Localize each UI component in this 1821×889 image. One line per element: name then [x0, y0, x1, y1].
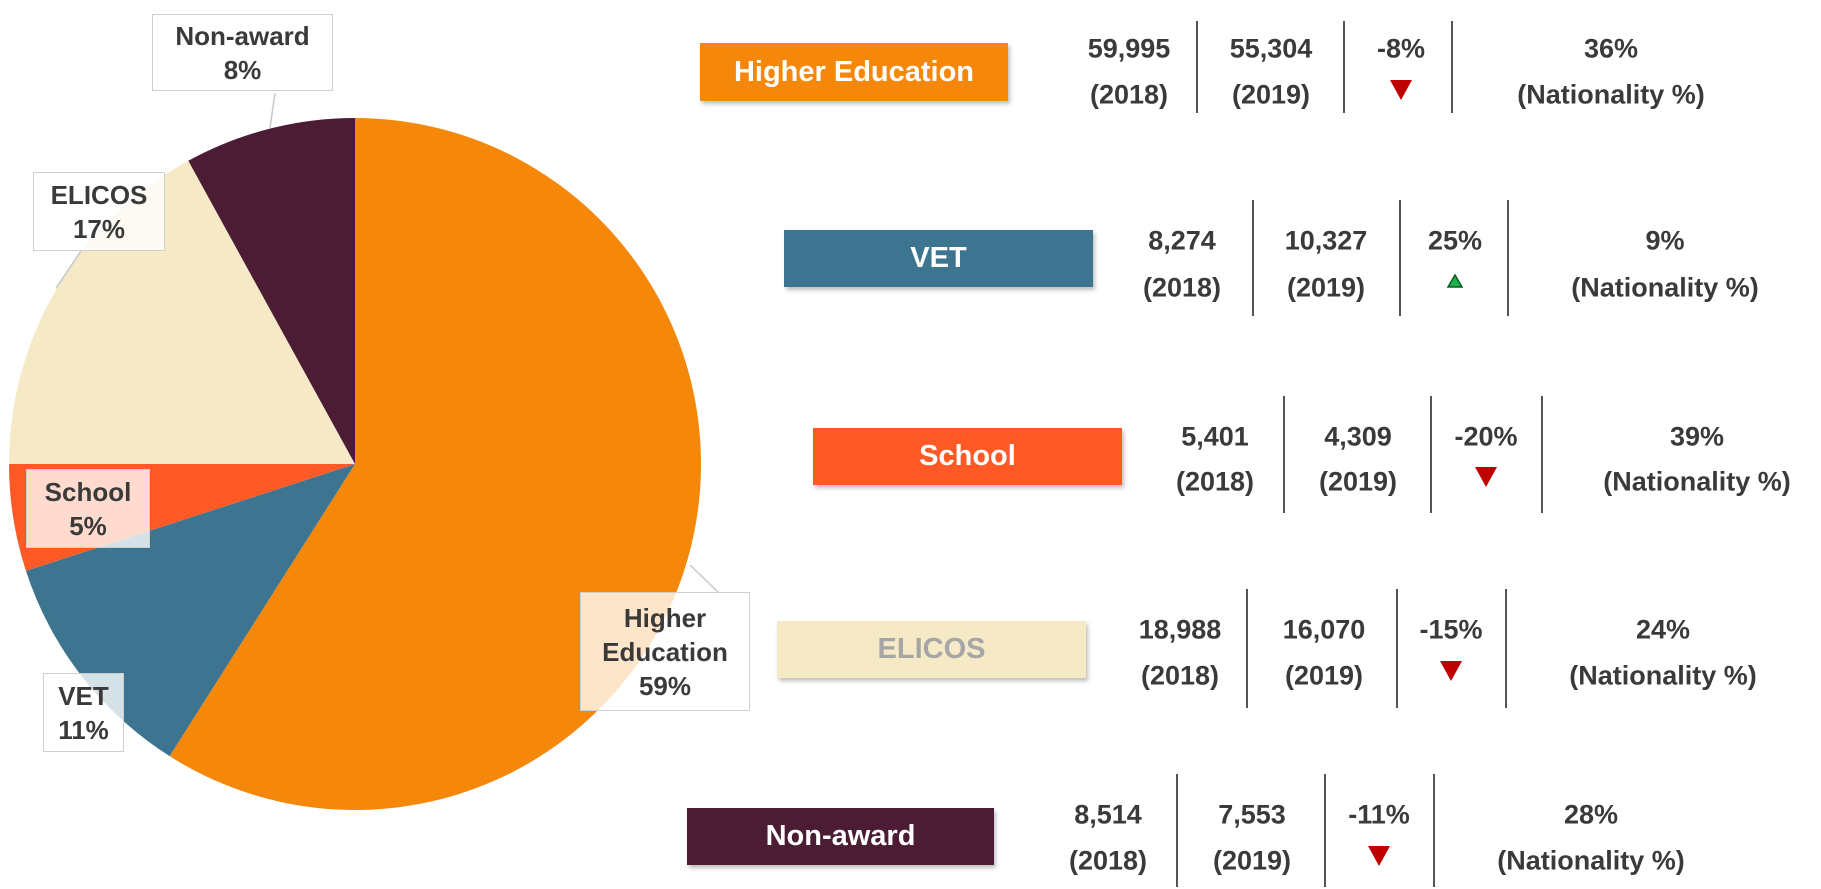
nationality-share: 24% [1635, 614, 1691, 645]
pie-label-category: Non-award [175, 20, 310, 51]
change: -8% [1376, 33, 1425, 64]
leader-line [55, 250, 82, 289]
value-2018: 8,274 [1148, 225, 1216, 256]
pie-label-value: 17% [72, 213, 126, 244]
divider [1505, 589, 1507, 708]
year-label: (2019) [1212, 845, 1292, 876]
divider [1430, 396, 1432, 513]
value-2019: 10,327 [1284, 225, 1368, 256]
wedge [188, 118, 355, 464]
leader-line [269, 92, 276, 129]
pie-label: School 5% [26, 469, 150, 548]
trend-triangle [1446, 273, 1464, 288]
year-label: (2019) [1284, 660, 1364, 691]
year-label: (2018) [1175, 466, 1255, 497]
category-box: School [813, 428, 1122, 485]
nationality-share: 36% [1583, 33, 1639, 64]
change: -11% [1348, 799, 1410, 830]
pie-label-value: 5% [69, 510, 107, 541]
divider [1433, 774, 1435, 887]
value-2019: 55,304 [1229, 33, 1313, 64]
pie-label: ELICOS 17% [33, 172, 165, 251]
pie-label-value: 59% [638, 670, 692, 701]
value-2019: 4,309 [1324, 421, 1392, 452]
nationality-label: (Nationality %) [1497, 845, 1685, 876]
pie-label-value: 11% [58, 714, 109, 745]
value-2019: 7,553 [1218, 799, 1286, 830]
divider [1283, 396, 1285, 513]
year-label: (2019) [1286, 272, 1366, 303]
pie-label-category: Higher Education [602, 602, 728, 667]
wedge [169, 118, 702, 811]
nationality-label: (Nationality %) [1571, 272, 1759, 303]
year-label: (2018) [1068, 845, 1148, 876]
nationality-label: (Nationality %) [1517, 79, 1705, 110]
pie-label: Higher Education 59% [580, 592, 750, 711]
pie-chart [9, 92, 721, 811]
leader-line [689, 564, 721, 595]
pie-label-category: School [44, 476, 132, 507]
year-label: (2018) [1140, 660, 1220, 691]
divider [1176, 774, 1178, 887]
divider [1507, 200, 1509, 316]
divider [1324, 774, 1326, 887]
trend-triangle [1368, 846, 1390, 866]
trend-triangle [1440, 661, 1462, 681]
year-label: (2018) [1089, 79, 1169, 110]
change: -20% [1454, 421, 1518, 452]
divider [1399, 200, 1401, 316]
trend-arrow [1440, 661, 1462, 681]
divider [1396, 589, 1398, 708]
divider [1246, 589, 1248, 708]
value-2018: 5,401 [1181, 421, 1249, 452]
value-2019: 16,070 [1282, 614, 1366, 645]
divider [1252, 200, 1254, 316]
trend-triangle [1475, 467, 1497, 487]
pie-label-value: 8% [223, 54, 262, 85]
value-2018: 8,514 [1074, 799, 1142, 830]
trend-arrow [1446, 273, 1464, 288]
year-label: (2019) [1231, 79, 1311, 110]
pie-label: VET 11% [43, 673, 124, 752]
year-label: (2019) [1318, 466, 1398, 497]
year-label: (2018) [1142, 272, 1222, 303]
trend-triangle [1390, 80, 1412, 100]
trend-arrow [1475, 467, 1497, 487]
nationality-share: 28% [1563, 799, 1619, 830]
nationality-label: (Nationality %) [1603, 466, 1791, 497]
change: 25% [1427, 225, 1483, 256]
category-box: Non-award [687, 808, 994, 865]
nationality-label: (Nationality %) [1569, 660, 1757, 691]
nationality-share: 39% [1669, 421, 1725, 452]
divider [1196, 21, 1198, 113]
nationality-share: 9% [1645, 225, 1685, 256]
divider [1541, 396, 1543, 513]
trend-arrow [1390, 80, 1412, 100]
pie-label: Non-award 8% [152, 14, 333, 91]
divider [1451, 21, 1453, 113]
pie-label-category: ELICOS [50, 179, 148, 210]
pie-label-category: VET [58, 680, 109, 711]
value-2018: 18,988 [1138, 614, 1222, 645]
change: -15% [1419, 614, 1483, 645]
divider [1343, 21, 1345, 113]
category-box: Higher Education [700, 43, 1008, 101]
category-box: VET [784, 230, 1093, 287]
value-2018: 59,995 [1087, 33, 1171, 64]
trend-arrow [1368, 846, 1390, 866]
category-box: ELICOS [777, 621, 1086, 678]
